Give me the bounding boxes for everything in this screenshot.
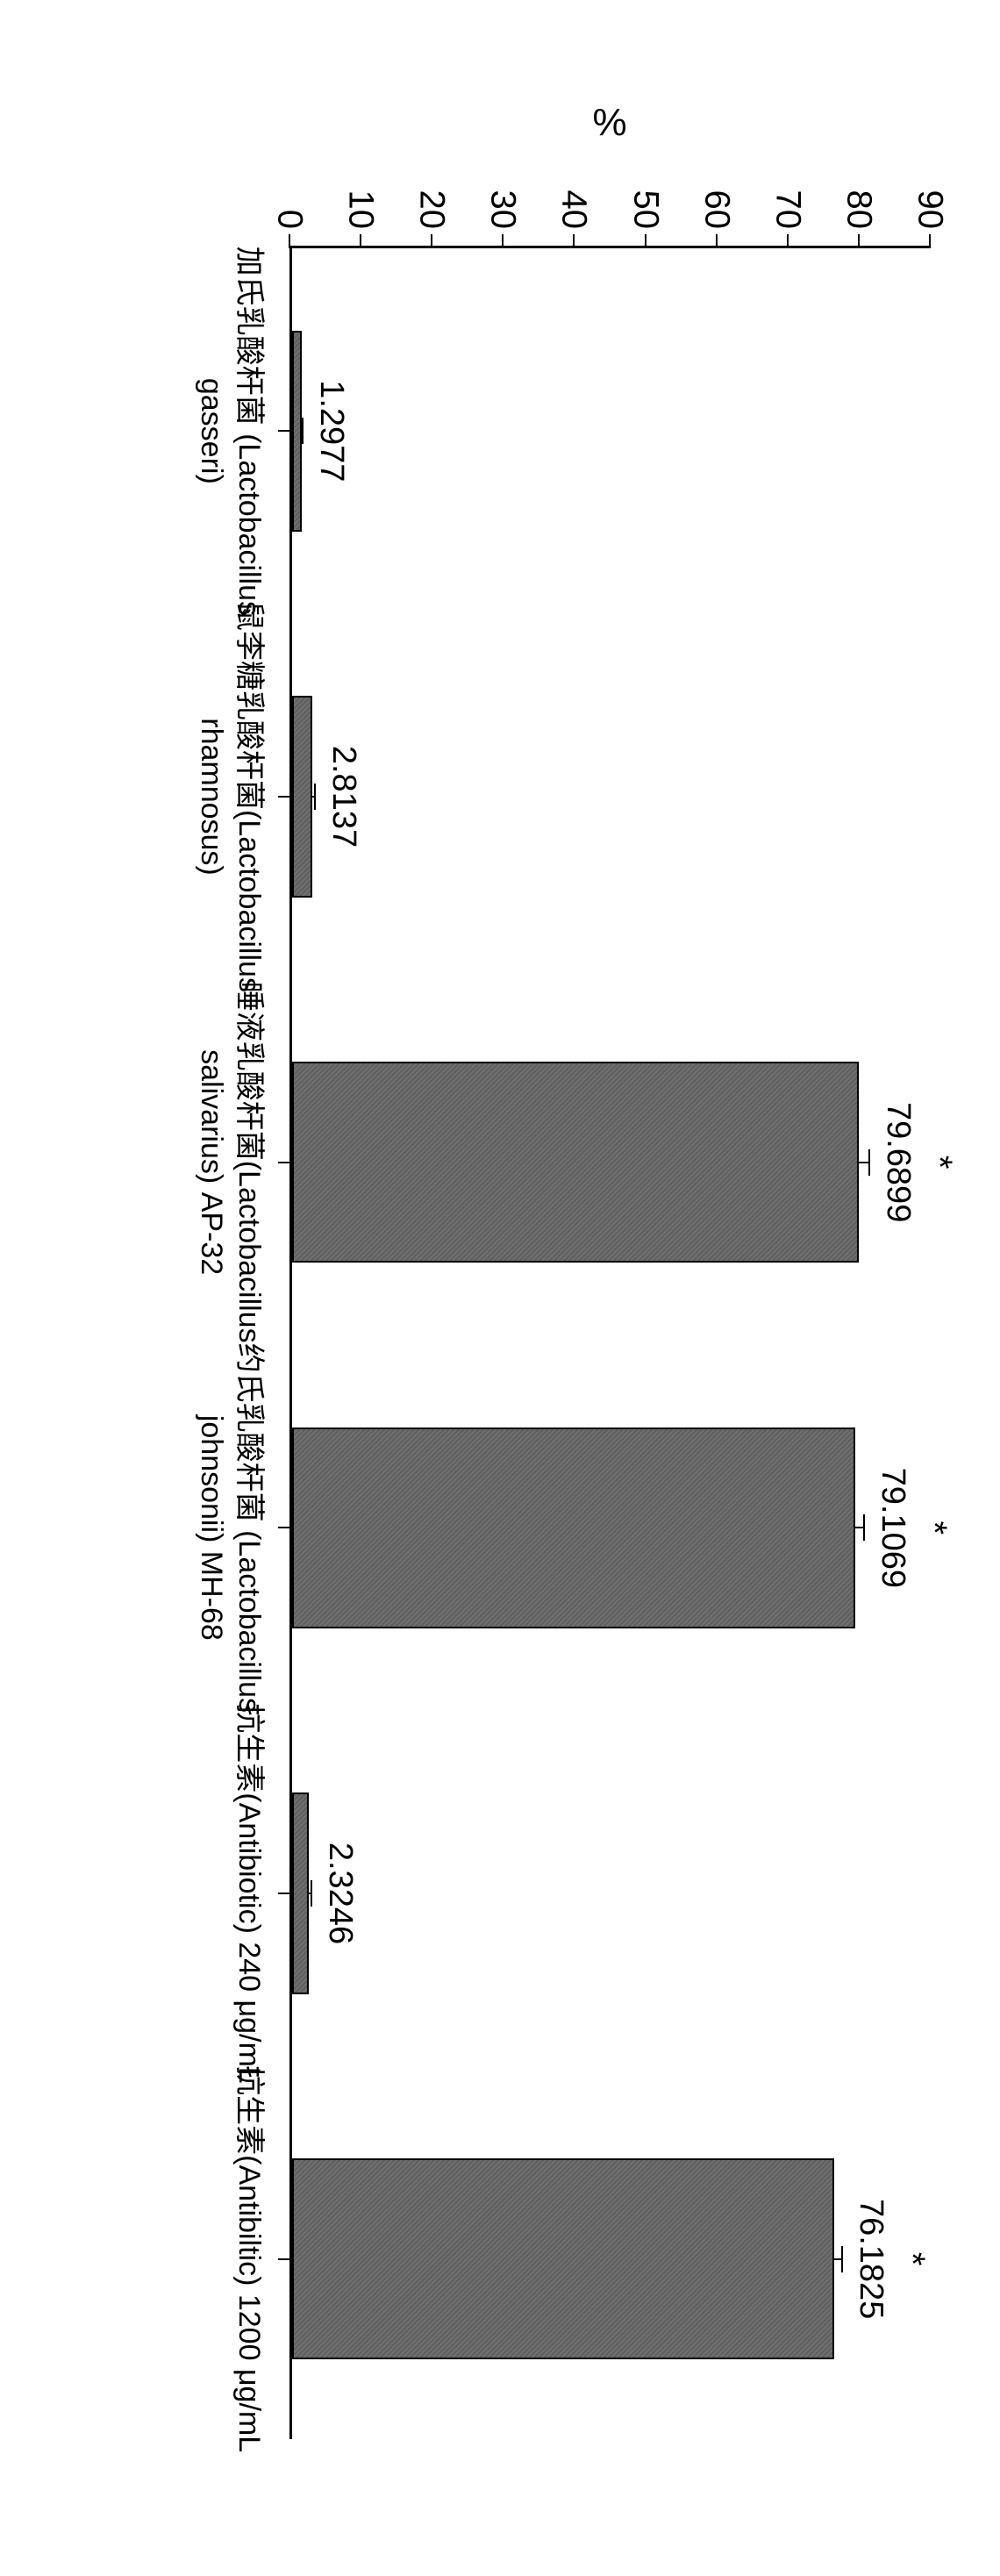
y-tick-label: 30 [483, 190, 523, 230]
error-cap [302, 418, 304, 444]
y-tick-label: 0 [270, 210, 310, 229]
error-cap [314, 784, 316, 810]
category-label: 鼠李糖乳酸杆菌(Lactobacillus rhamnosus) [193, 601, 268, 992]
bar: 2.8137 [292, 696, 312, 897]
y-tick [289, 234, 290, 248]
bar: 2.3246 [292, 1792, 309, 1993]
x-tick [278, 430, 292, 432]
value-label: 76.1825 [852, 2199, 889, 2319]
error-cap [868, 1149, 870, 1176]
y-tick [787, 234, 789, 248]
value-label: 79.1069 [874, 1468, 911, 1588]
y-tick-label: 40 [554, 190, 594, 230]
y-tick-label: 90 [911, 190, 950, 230]
y-tick-label: 60 [696, 190, 736, 230]
error-bar [854, 1527, 866, 1528]
error-bar [311, 796, 316, 798]
y-tick-label: 10 [341, 190, 381, 230]
y-tick [431, 234, 432, 248]
value-label: 2.8137 [325, 746, 362, 848]
bar: 1.2977 [292, 331, 302, 532]
significance-marker: * [914, 1521, 954, 1535]
category-label: 唾液乳酸杆菌(Lactobacillus salivarius) AP-32 [193, 982, 268, 1343]
y-tick-label: 50 [625, 190, 665, 230]
error-cap [311, 1880, 312, 1907]
y-tick-label: 20 [412, 190, 452, 230]
x-tick [278, 1162, 292, 1163]
y-tick-label: 80 [839, 190, 878, 230]
x-tick [278, 796, 292, 798]
y-axis-title: % [592, 101, 626, 145]
bar: 76.1825* [292, 2158, 834, 2359]
bar-chart: % 01020304050607080901.2977加氏乳酸杆菌 (Lacto… [0, 0, 1000, 2576]
y-tick [502, 234, 504, 248]
chart-container: % 01020304050607080901.2977加氏乳酸杆菌 (Lacto… [0, 0, 1000, 2576]
x-tick [278, 1893, 292, 1894]
error-bar [300, 430, 304, 432]
error-cap [841, 2246, 843, 2272]
plot-area: 01020304050607080901.2977加氏乳酸杆菌 (Lactoba… [289, 246, 930, 2439]
y-tick [645, 234, 646, 248]
category-label: 抗生素(Antibiltic) 1200 μg/mL [231, 2065, 268, 2452]
error-cap [863, 1514, 865, 1541]
x-tick [278, 1527, 292, 1528]
y-tick [858, 234, 860, 248]
bar: 79.6899* [292, 1062, 859, 1263]
error-bar [832, 2258, 843, 2260]
error-bar [307, 1893, 312, 1894]
y-tick [716, 234, 718, 248]
y-tick [360, 234, 361, 248]
y-tick [929, 234, 931, 248]
x-tick [278, 2258, 292, 2260]
category-label: 约氏乳酸杆菌 (Lactobacillus johnsonii) MH-68 [193, 1343, 268, 1713]
category-label: 加氏乳酸杆菌 (Lactobacillus gasseri) [193, 247, 268, 616]
significance-marker: * [919, 1156, 959, 1170]
y-tick-label: 70 [768, 190, 807, 230]
value-label: 1.2977 [312, 380, 350, 482]
value-label: 79.6899 [879, 1102, 917, 1222]
significance-marker: * [892, 2252, 932, 2266]
y-tick [573, 234, 575, 248]
bar: 79.1069* [292, 1428, 855, 1628]
error-bar [857, 1162, 870, 1163]
value-label: 2.3246 [321, 1843, 359, 1944]
category-label: 抗生素(Antibiotic) 240 μg/mL [231, 1703, 268, 2083]
